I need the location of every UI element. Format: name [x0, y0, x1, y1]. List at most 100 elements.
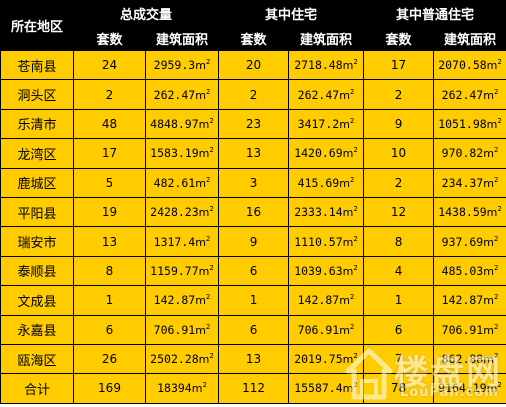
total-count-header: 套数 — [73, 26, 146, 51]
residential-count-header: 套数 — [218, 26, 290, 51]
area-unit-exponent: 2 — [493, 263, 499, 272]
area-unit: m — [483, 235, 494, 249]
residential-header: 其中住宅 — [218, 0, 365, 27]
residential-count-value: 6 — [249, 263, 258, 278]
table-row: 平阳县 19 2428.23m2 16 2333.14m2 12 1438.59m2 — [0, 196, 506, 228]
residential-count-cell: 23 — [218, 108, 290, 140]
area-unit-exponent: 2 — [205, 175, 211, 184]
table-row: 苍南县 24 2959.3m2 20 2718.48m2 17 2070.58m2 — [0, 49, 506, 81]
ordinary-count-value: 2 — [394, 87, 403, 102]
residential-count-value: 2 — [249, 87, 258, 102]
ordinary-area-cell: 234.37m2 — [433, 167, 506, 198]
residential-area-cell: 2019.75m2 — [288, 343, 365, 375]
ordinary-area-cell: 9164.19m2 — [433, 373, 506, 404]
total-area-cell: 142.87m2 — [144, 285, 220, 316]
area-unit-exponent: 2 — [353, 352, 358, 361]
residential-count-value: 20 — [245, 58, 262, 73]
ordinary-area-value: 1051.98 — [438, 116, 487, 131]
total-count-cell: 5 — [73, 167, 146, 198]
area-unit: m — [483, 88, 494, 102]
total-count-value: 8 — [105, 263, 114, 278]
residential-area-value: 706.91 — [297, 322, 340, 337]
residential-count-value: 6 — [249, 322, 258, 337]
table-row: 鹿城区 5 482.61m2 3 415.69m2 2 234.37m2 — [0, 167, 506, 198]
total-count-cell: 24 — [73, 49, 146, 81]
residential-area-cell: 262.47m2 — [288, 79, 365, 110]
ordinary-count-cell: 12 — [363, 196, 435, 228]
residential-count-value: 13 — [245, 352, 262, 367]
total-count-cell: 13 — [73, 226, 146, 257]
ordinary-count-value: 1 — [394, 293, 403, 308]
total-area-value: 1317.4 — [153, 234, 196, 249]
region-cell: 永嘉县 — [0, 314, 74, 345]
residential-count-value: 16 — [245, 205, 262, 220]
area-unit: m — [191, 382, 203, 396]
total-count-value: 24 — [101, 58, 118, 73]
total-count-cell: 6 — [73, 314, 146, 345]
area-unit: m — [483, 147, 494, 161]
ordinary-area-cell: 937.69m2 — [433, 226, 506, 257]
area-unit: m — [342, 59, 354, 73]
total-area-cell: 1583.19m2 — [144, 138, 220, 169]
area-unit: m — [195, 176, 206, 190]
ordinary-area-cell: 1051.98m2 — [433, 108, 506, 140]
residential-count-cell: 6 — [218, 255, 290, 287]
area-unit: m — [486, 206, 498, 220]
total-area-cell: 482.61m2 — [144, 167, 220, 198]
total-area-cell: 1317.4m2 — [144, 226, 220, 257]
total-area-cell: 1159.77m2 — [144, 255, 220, 287]
area-unit: m — [195, 88, 206, 102]
residential-area-cell: 1110.57m2 — [288, 226, 365, 257]
header-row-sub: 套数 建筑面积 套数 建筑面积 套数 建筑面积 — [0, 26, 506, 51]
area-unit-exponent: 2 — [353, 234, 358, 243]
area-unit-exponent: 2 — [497, 58, 502, 67]
area-unit: m — [339, 117, 350, 131]
total-area-value: 18394 — [157, 381, 192, 396]
ordinary-count-value: 2 — [394, 175, 403, 190]
residential-count-cell: 1 — [218, 285, 290, 316]
region-header: 所在地区 — [0, 0, 74, 51]
total-area-cell: 262.47m2 — [144, 79, 220, 110]
area-unit: m — [198, 206, 210, 220]
ordinary-count-value: 8 — [394, 234, 403, 249]
region-cell: 龙湾区 — [0, 138, 74, 169]
area-unit-exponent: 2 — [205, 58, 211, 67]
total-count-value: 1 — [105, 293, 114, 308]
area-unit-exponent: 2 — [353, 205, 358, 214]
ordinary-area-cell: 862.88m2 — [433, 343, 506, 375]
region-cell: 鹿城区 — [0, 167, 74, 198]
area-unit-exponent: 2 — [349, 293, 355, 302]
ordinary-count-cell: 2 — [363, 167, 435, 198]
area-unit-exponent: 2 — [493, 293, 499, 302]
table-row: 永嘉县 6 706.91m2 6 706.91m2 6 706.91m2 — [0, 314, 506, 345]
area-unit-exponent: 2 — [349, 116, 355, 125]
ordinary-area-header: 建筑面积 — [433, 26, 506, 51]
total-area-value: 1583.19 — [150, 146, 199, 161]
area-unit: m — [339, 323, 350, 337]
area-unit: m — [342, 353, 354, 367]
area-unit-exponent: 2 — [493, 234, 499, 243]
ordinary-count-value: 6 — [394, 322, 403, 337]
total-area-value: 142.87 — [153, 293, 196, 308]
area-unit-exponent: 2 — [497, 116, 502, 125]
ordinary-area-cell: 485.03m2 — [433, 255, 506, 287]
ordinary-count-value: 78 — [390, 381, 407, 396]
table-row: 瓯海区 26 2502.28m2 13 2019.75m2 7 862.88m2 — [0, 343, 506, 375]
total-count-value: 48 — [101, 116, 118, 131]
ordinary-count-cell: 17 — [363, 49, 435, 81]
table-row: 龙湾区 17 1583.19m2 13 1420.69m2 10 970.82m2 — [0, 138, 506, 169]
total-area-cell: 4848.97m2 — [144, 108, 220, 140]
area-unit: m — [342, 382, 354, 396]
ordinary-count-value: 17 — [390, 58, 407, 73]
ordinary-area-value: 937.69 — [441, 234, 484, 249]
ordinary-count-cell: 9 — [363, 108, 435, 140]
region-cell: 苍南县 — [0, 49, 74, 81]
ordinary-area-value: 234.37 — [441, 175, 484, 190]
area-unit: m — [195, 59, 206, 73]
residential-area-value: 415.69 — [297, 175, 340, 190]
area-unit: m — [483, 353, 494, 367]
area-unit: m — [195, 235, 206, 249]
total-area-value: 262.47 — [153, 87, 196, 102]
residential-count-cell: 112 — [218, 373, 290, 404]
residential-count-cell: 13 — [218, 138, 290, 169]
